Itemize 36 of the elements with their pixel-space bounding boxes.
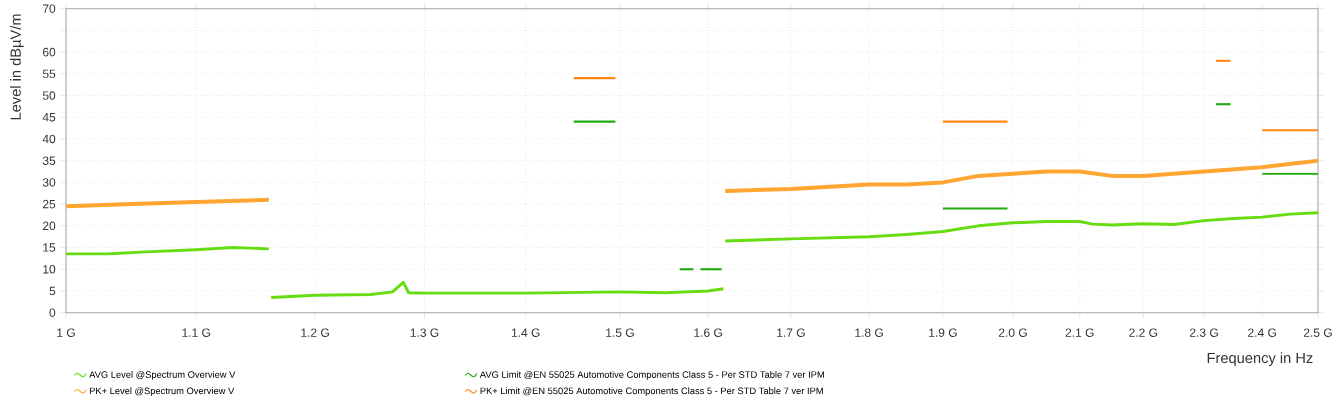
- x-tick-label: 2.2 G: [1129, 328, 1158, 338]
- y-tick-label: 0: [49, 308, 56, 318]
- x-tick-label: 1.8 G: [855, 328, 883, 338]
- legend-label: AVG Level @Spectrum Overview V: [89, 371, 236, 380]
- x-tick-label: 1 G: [57, 328, 75, 338]
- x-tick-label: 1.4 G: [511, 328, 540, 338]
- x-tick-label: 2.5 G: [1303, 328, 1332, 338]
- x-tick-label: 1.9 G: [929, 328, 957, 338]
- x-tick-label: 2.3 G: [1189, 328, 1218, 338]
- x-tick-label: 1.2 G: [301, 328, 329, 338]
- y-tick-label: 30: [42, 178, 56, 187]
- x-tick-label: 1.3 G: [410, 328, 439, 338]
- x-axis-title: Frequency in Hz: [1207, 352, 1313, 367]
- x-tick-label: 2.1 G: [1065, 328, 1094, 338]
- y-tick-label: 40: [42, 134, 56, 144]
- y-tick-label: 20: [42, 221, 56, 231]
- y-tick-label: 45: [42, 113, 56, 122]
- y-axis-title: Level in dBµV/m: [10, 14, 24, 120]
- x-tick-label: 1.7 G: [777, 328, 805, 338]
- y-tick-label: 25: [42, 200, 56, 209]
- x-tick-label: 1.6 G: [694, 328, 722, 338]
- legend-label: AVG Limit @EN 55025 Automotive Components Class 5 - Per STD Table 7 ver IPM: [479, 371, 824, 380]
- y-tick-label: 35: [42, 156, 56, 166]
- x-tick-label: 2.4 G: [1248, 328, 1276, 338]
- y-tick-label: 5: [49, 286, 56, 296]
- y-tick-label: 60: [42, 48, 56, 57]
- y-tick-label: 15: [43, 243, 56, 252]
- x-tick-label: 1.5 G: [606, 328, 634, 338]
- y-tick-label: 70: [42, 4, 56, 14]
- y-tick-label: 50: [42, 91, 56, 100]
- legend-label: PK+ Level @Spectrum Overview V: [89, 387, 235, 397]
- legend-label: PK+ Limit @EN 55025 Automotive Components Class 5 - Per STD Table 7 ver IPM: [480, 387, 823, 397]
- y-tick-label: 10: [43, 265, 56, 274]
- x-tick-label: 1.1 G: [182, 328, 210, 338]
- y-tick-label: 55: [42, 69, 56, 79]
- x-tick-label: 2.0 G: [998, 328, 1027, 338]
